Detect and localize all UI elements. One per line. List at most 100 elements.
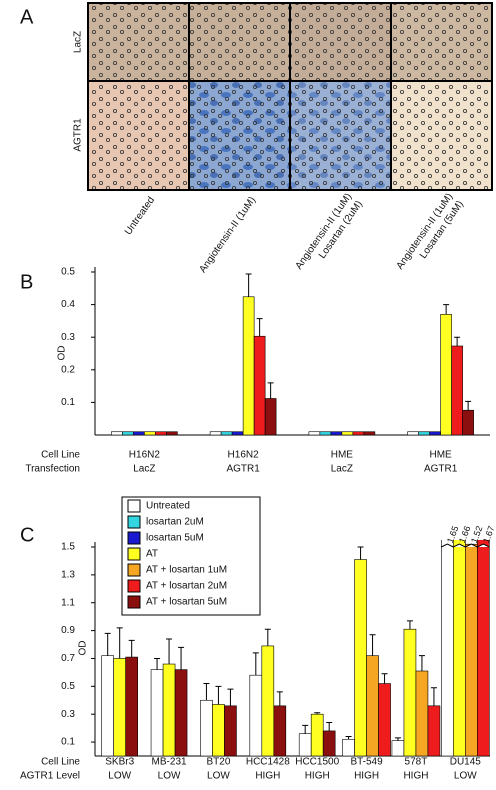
error-bar [357,546,364,560]
x-tick-label: BT20 [206,757,230,768]
bar [462,409,474,436]
bar [144,431,156,436]
x-tick-label: DU145 [450,757,482,768]
legend-swatch [127,515,141,529]
bar [418,431,430,436]
y-tick-label: 1.1 [61,597,75,608]
bar [162,663,176,757]
column-label: Untreated [123,195,157,237]
bar [261,645,275,757]
y-tick-label: 0.5 [61,681,75,692]
x-tick-sublabel: AGTR1 [424,464,458,475]
x-tick-label: H16N2 [129,450,161,461]
legend-label: losartan 2uM [146,517,204,528]
x-tick-label: BT-549 [350,757,383,768]
bar [330,431,343,436]
row-label: Cell Line [41,450,80,461]
error-bar [178,646,185,670]
bar [113,658,126,757]
bar [477,540,490,757]
bar [441,540,454,757]
legend-label: AT [146,549,158,560]
legend-label: AT + losartan 1uM [146,565,227,576]
error-bar [369,634,376,656]
bar [253,335,266,436]
bar [155,431,167,436]
y-tick-label: 0.3 [61,332,75,343]
bar [451,345,463,436]
legend-label: Untreated [146,501,190,512]
error-bar [104,632,111,656]
error-bar [128,639,135,658]
x-tick-label: HME [430,450,453,461]
error-bar [394,737,401,741]
bar [166,431,178,436]
y-tick-label: 1.3 [61,570,75,581]
y-tick-label: 1.5 [61,542,75,553]
bar [322,730,336,757]
error-bar [443,304,450,315]
error-bar [116,627,123,659]
y-tick-label: 0.2 [61,364,75,375]
bar [310,713,324,757]
error-bar [264,628,271,646]
bar [391,740,405,757]
bar [111,431,123,436]
bar [231,431,244,436]
bar [440,314,452,436]
y-tick-label: 0.5 [61,267,75,278]
error-bar [454,336,461,347]
value-label: 1.67 [481,525,496,545]
bars [101,540,490,757]
legend-swatch [127,579,141,593]
panel-label: B [20,271,33,293]
legend-label: AT + losartan 5uM [146,597,227,608]
error-bar [245,273,252,297]
x-tick-sublabel: LacZ [133,464,155,475]
bar [366,655,379,757]
x-tick-sublabel: HIGH [403,771,428,782]
legend-swatch [127,531,141,545]
error-bar [215,685,222,705]
y-tick-label: 0.1 [61,737,75,748]
x-tick-sublabel: HIGH [255,771,280,782]
legend-swatch [127,547,141,561]
x-tick-label: 578T [405,757,428,768]
x-tick-sublabel: HIGH [305,771,330,782]
bar [174,669,188,757]
error-bar [203,683,210,701]
y-tick-label: 0.4 [61,299,75,310]
y-tick-label: 0.9 [61,625,75,636]
bar [342,738,355,757]
error-bar [430,687,437,706]
bar [415,670,429,757]
legend-swatch [127,499,141,513]
y-axis-label: OD [57,346,68,361]
error-bar [418,655,425,672]
error-bar [406,620,413,630]
bar [273,705,287,757]
bar [212,704,225,757]
error-bar [252,652,259,676]
legend-label: losartan 5uM [146,533,204,544]
bar [403,628,417,757]
row-label: Transfection [25,464,80,475]
error-bar [326,722,333,731]
bar [101,655,114,757]
bar [407,431,419,436]
panel-label: C [20,524,34,546]
error-bar [227,688,234,706]
row-label: LacZ [73,31,84,53]
error-bar [256,318,263,337]
break-mark [465,543,478,548]
y-tick-label: 0.1 [61,397,75,408]
y-tick-label: 0.3 [61,709,75,720]
x-tick-sublabel: LacZ [331,464,353,475]
row-label: AGTR1 Level [20,771,80,782]
x-tick-sublabel: AGTR1 [226,464,260,475]
bar [363,431,376,436]
error-bar [314,712,321,715]
error-bar [154,657,161,670]
bars [111,273,474,436]
